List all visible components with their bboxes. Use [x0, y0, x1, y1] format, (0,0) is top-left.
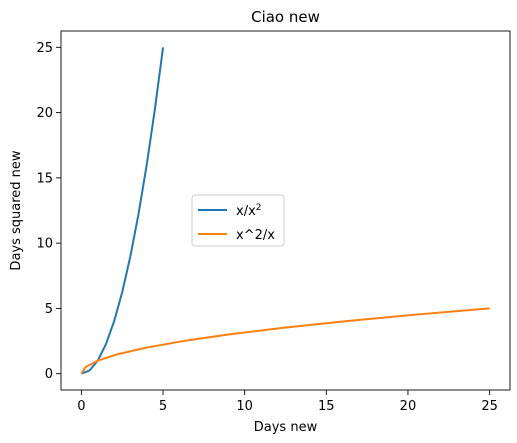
y-tick-label: 5: [45, 302, 53, 317]
x-tick-label: 20: [400, 399, 417, 414]
y-tick-label: 15: [36, 171, 53, 186]
x-tick-label: 0: [77, 399, 85, 414]
x-tick-label: 10: [236, 399, 253, 414]
x-axis-label: Days new: [254, 420, 318, 435]
series-line-1: [80, 307, 490, 375]
y-axis-label: Days squared new: [9, 150, 24, 270]
legend-label-x-over-x-base: x/x: [236, 204, 256, 219]
x-tick-label: 15: [318, 399, 335, 414]
series-line-0: [81, 47, 165, 375]
legend-label-x-over-x: x/x2: [236, 203, 262, 219]
y-tick-label: 20: [36, 106, 53, 121]
y-tick-label: 0: [45, 367, 53, 382]
y-tick-label: 25: [36, 41, 53, 56]
y-tick-label: 10: [36, 237, 53, 252]
x-tick-label: 25: [481, 399, 498, 414]
series-lines: [80, 47, 490, 375]
x-tick-label: 5: [159, 399, 167, 414]
legend-label-x-over-x-superscript: 2: [256, 203, 262, 213]
plot-area: [60, 30, 511, 391]
chart-title: Ciao new: [251, 8, 320, 26]
ticks: 0 5 10 15 20 25 0 5 10 15 20 25: [36, 41, 497, 414]
legend: x/x2 x^2/x: [191, 194, 285, 247]
legend-label-x-squared-over-x: x^2/x: [236, 228, 275, 243]
